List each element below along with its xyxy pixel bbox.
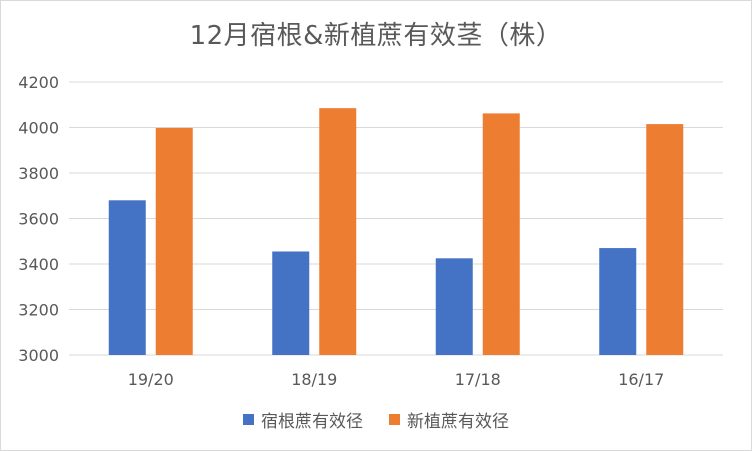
y-tick-label: 4200 xyxy=(18,73,59,92)
bar-series-1-17-18 xyxy=(435,258,473,355)
x-tick-label: 17/18 xyxy=(455,370,501,389)
bar-series-2-19-20 xyxy=(155,127,193,355)
legend-swatch-series-2 xyxy=(389,414,400,425)
chart-title: 12月宿根&新植蔗有效茎（株） xyxy=(189,21,563,51)
legend-item-series-2: 新植蔗有效径 xyxy=(389,407,509,432)
bar-series-2-18-19 xyxy=(319,108,357,355)
bar-series-2-17-18 xyxy=(482,113,520,356)
y-tick-label: 4000 xyxy=(18,119,59,138)
y-tick-label: 3800 xyxy=(18,164,59,183)
chart-legend: 宿根蔗有效径 新植蔗有效径 xyxy=(1,407,751,432)
y-tick-label: 3600 xyxy=(18,210,59,229)
y-tick-label: 3000 xyxy=(18,346,59,365)
y-tick-label: 3400 xyxy=(18,255,59,274)
x-tick-label: 16/17 xyxy=(618,370,664,389)
bar-series-1-16-17 xyxy=(599,248,637,355)
legend-label-series-2: 新植蔗有效径 xyxy=(407,412,509,432)
bar-series-2-16-17 xyxy=(646,124,684,356)
bar-series-1-18-19 xyxy=(272,251,310,355)
x-tick-label: 19/20 xyxy=(128,370,174,389)
legend-item-series-1: 宿根蔗有效径 xyxy=(243,407,363,432)
y-tick-label: 3200 xyxy=(18,301,59,320)
bar-series-1-19-20 xyxy=(108,200,146,355)
legend-label-series-1: 宿根蔗有效径 xyxy=(261,412,363,432)
legend-swatch-series-1 xyxy=(243,414,254,425)
x-tick-label: 18/19 xyxy=(291,370,337,389)
